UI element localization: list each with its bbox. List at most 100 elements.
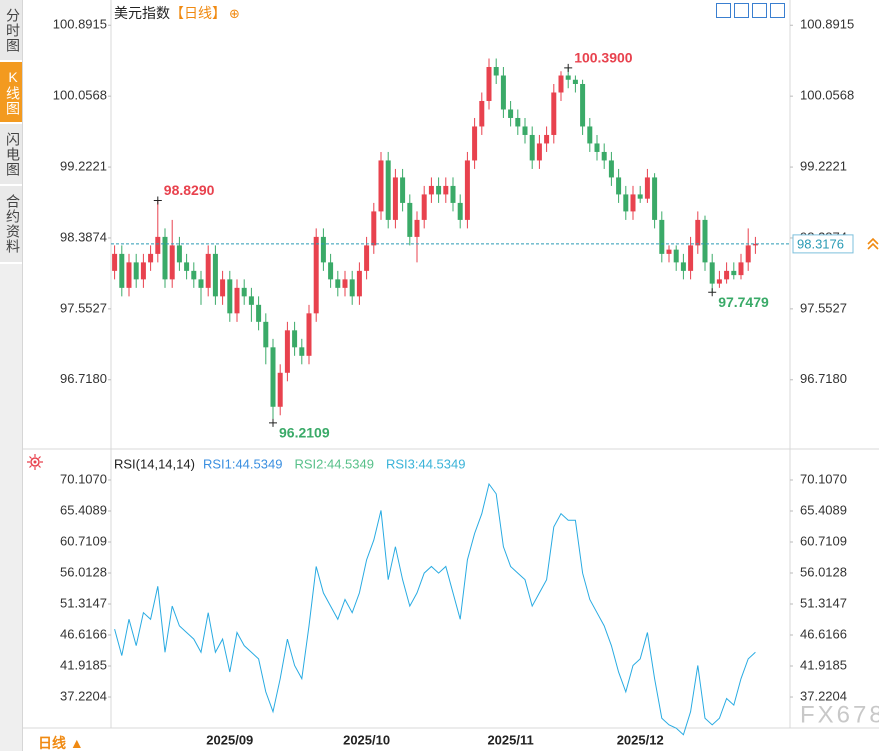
candle-body (263, 321, 269, 348)
tool-button[interactable] (752, 3, 767, 18)
candle-body (745, 245, 751, 263)
y-tick-label: 37.2204 (60, 688, 107, 703)
candle-body (508, 109, 514, 118)
candle-body (688, 245, 694, 271)
candle-body (443, 185, 449, 195)
candle-body (277, 372, 283, 407)
candle-body (392, 177, 398, 220)
tool-button[interactable] (716, 3, 731, 18)
y2-tick-label: 70.1070 (800, 471, 847, 486)
candle-body (716, 279, 722, 284)
y-tick-label: 96.7180 (60, 371, 107, 386)
indicator-title: RSI(14,14,14) (114, 456, 195, 471)
candle-body (335, 279, 341, 288)
candle-body (349, 279, 355, 297)
legend-entry: RSI2:44.5349 (294, 456, 374, 471)
y-tick-label: 56.0128 (60, 564, 107, 579)
y-tick-label: 70.1070 (60, 471, 107, 486)
candle-body (479, 100, 485, 127)
candle-body (580, 83, 586, 127)
x-tick-label: 2025/11 (487, 732, 533, 747)
y-tick-label: 97.5527 (60, 300, 107, 315)
candle-body (356, 270, 362, 297)
last-price-label: 98.3176 (797, 236, 844, 251)
scroll-up-icon[interactable] (867, 237, 879, 250)
candle-body (234, 287, 240, 314)
candle-body (738, 262, 744, 276)
x-tick-label: 2025/10 (343, 732, 390, 747)
candle-body (378, 160, 384, 212)
extreme-marker (564, 63, 573, 72)
rsi-icon (27, 454, 43, 470)
tab[interactable]: 合约资料 (0, 186, 22, 264)
y2-tick-label: 56.0128 (800, 564, 847, 579)
candle-body (407, 202, 413, 237)
candle-body (385, 160, 391, 220)
candle-body (486, 67, 492, 101)
y2-tick-label: 60.7109 (800, 533, 847, 548)
legend-entry: RSI3:44.5349 (386, 456, 466, 471)
extreme-label: 98.8290 (164, 182, 215, 198)
candle-body (371, 211, 377, 246)
candle-body (515, 117, 521, 127)
toolbar (716, 3, 785, 18)
candle-body (241, 287, 247, 297)
candle-body (299, 347, 305, 356)
tab[interactable]: 闪电图 (0, 124, 22, 186)
candle-body (724, 270, 730, 280)
header: 美元指数【日线】 ⊕ (114, 3, 240, 23)
y2-tick-label: 46.6166 (800, 626, 847, 641)
y-tick-label: 60.7109 (60, 533, 107, 548)
y2-tick-label: 96.7180 (800, 371, 847, 386)
candle-body (198, 279, 204, 288)
tool-button[interactable] (734, 3, 749, 18)
candle-body (472, 126, 478, 161)
candle-body (133, 262, 139, 280)
period-button[interactable]: 日线 ▲ (38, 735, 84, 751)
candle-body (364, 245, 370, 271)
tab[interactable]: 分时图 (0, 0, 22, 62)
rsi-line (114, 482, 756, 736)
candle-body (155, 236, 161, 254)
y2-tick-label: 41.9185 (800, 657, 847, 672)
candle-body (191, 270, 197, 280)
tool-button[interactable] (770, 3, 785, 18)
candle-body (500, 75, 506, 110)
candle-body (551, 92, 557, 135)
candle-body (731, 270, 737, 276)
candle-body (680, 262, 686, 271)
candle-body (558, 75, 564, 93)
extreme-label: 100.3900 (574, 50, 633, 66)
add-icon[interactable]: ⊕ (229, 6, 240, 21)
watermark: FX678 (800, 701, 879, 728)
candle-body (220, 279, 226, 297)
candle-body (428, 185, 434, 195)
extreme-label: 97.7479 (718, 294, 769, 310)
candle-body (608, 160, 614, 178)
candle-body (702, 219, 708, 263)
y2-tick-label: 65.4089 (800, 502, 847, 517)
candle-body (529, 134, 535, 161)
candle-body (536, 143, 542, 161)
extreme-marker (153, 196, 162, 205)
period-label: 【日线】 (170, 5, 226, 21)
candle-body (140, 262, 146, 280)
tab-active[interactable]: K线图 (0, 62, 22, 124)
sidebar: 分时图 K线图 闪电图 合约资料 (0, 0, 23, 751)
candle-body (436, 185, 442, 195)
candle-body (256, 304, 262, 322)
candle-body (637, 194, 643, 199)
candle-body (313, 236, 319, 314)
candle-body (565, 75, 571, 80)
candle-body (752, 243, 758, 246)
y2-tick-label: 97.5527 (800, 300, 847, 315)
y-tick-label: 100.8915 (53, 17, 107, 32)
candle-body (414, 219, 420, 237)
candle-body (616, 177, 622, 195)
candle-body (184, 262, 190, 271)
candle-body (464, 160, 470, 220)
candle-body (270, 347, 276, 407)
